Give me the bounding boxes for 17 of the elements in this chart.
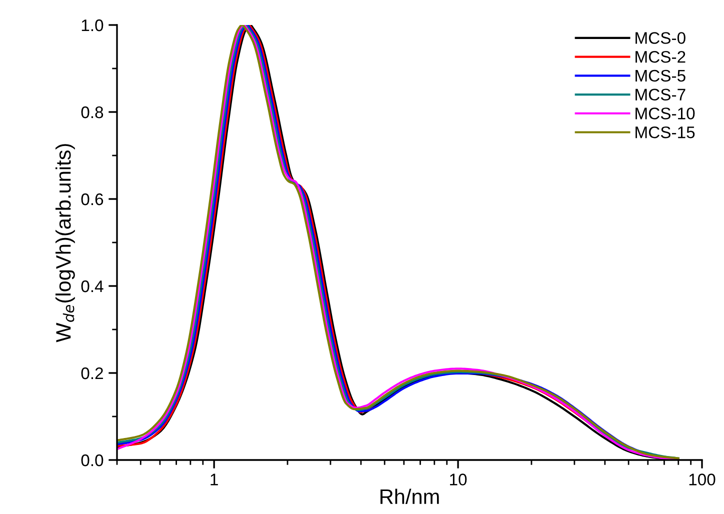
x-tick-label: 100 — [689, 474, 716, 486]
legend-label: MCS-15 — [636, 126, 695, 138]
y-tick-label: 0.8 — [81, 106, 104, 118]
y-tick-label: 0.6 — [81, 193, 104, 206]
x-tick-label: 10 — [450, 474, 467, 486]
x-axis-title: Rh/nm — [380, 488, 439, 504]
legend-label: MCS-2 — [636, 50, 686, 63]
y-tick-label: 0.0 — [81, 454, 104, 466]
y-tick-label: 0.4 — [81, 280, 104, 292]
y-axis-title: W$_{de}$(logVh)(arb.units) — [56, 144, 75, 342]
legend-label: MCS-7 — [636, 88, 686, 101]
y-tick-label: 0.2 — [81, 367, 103, 380]
legend-label: MCS-0 — [636, 32, 686, 44]
legend-label: MCS-10 — [636, 108, 695, 120]
x-tick-label: 1 — [210, 474, 218, 486]
y-tick-label: 1.0 — [82, 19, 104, 32]
legend-label: MCS-5 — [636, 70, 686, 82]
